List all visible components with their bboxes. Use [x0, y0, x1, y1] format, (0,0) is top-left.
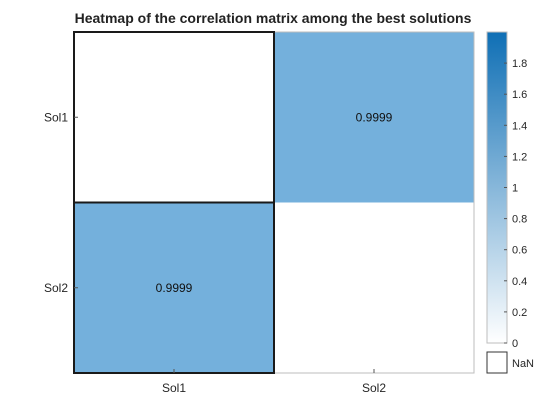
colorbar-tick-label-7: 1.2 [512, 151, 527, 163]
colorbar-tick-label-2: 0.2 [512, 307, 527, 319]
colorbar-tick-label-9: 1.6 [512, 89, 527, 101]
x-tick-label-1: Sol1 [162, 381, 186, 395]
chart-title: Heatmap of the correlation matrix among … [75, 10, 472, 26]
colorbar-tick-label-3: 0.4 [512, 276, 527, 288]
colorbar-ticks: 0 0.2 0.4 0.6 0.8 1 1.2 1.4 1.6 1.8 [504, 58, 527, 350]
cell-r1-c1 [74, 32, 274, 203]
colorbar-tick-label-6: 1 [512, 183, 518, 195]
nan-legend-label: NaN [512, 358, 534, 370]
colorbar-tick-label-4: 0.6 [512, 245, 527, 257]
colorbar-tick-label-1: 0 [512, 338, 518, 350]
x-tick-label-2: Sol2 [362, 381, 386, 395]
x-axis-ticks: Sol1 Sol2 [162, 369, 386, 395]
cell-r2-c2 [274, 202, 474, 373]
cell-r2-c1 [74, 202, 274, 373]
y-tick-label-1: Sol1 [44, 110, 68, 124]
colorbar-tick-label-5: 0.8 [512, 214, 527, 226]
cell-label-r1-c2: 0.9999 [356, 110, 393, 124]
y-axis-ticks: Sol1 Sol2 [44, 110, 78, 295]
colorbar-tick-label-10: 1.8 [512, 58, 527, 70]
colorbar-tick-label-8: 1.4 [512, 120, 527, 132]
heatmap-cells [74, 32, 474, 373]
colorbar: 0 0.2 0.4 0.6 0.8 1 1.2 1.4 1.6 1.8 [486, 31, 527, 350]
cell-r1-c2 [274, 32, 474, 203]
y-tick-label-2: Sol2 [44, 281, 68, 295]
cell-label-r2-c1: 0.9999 [156, 281, 193, 295]
nan-legend-swatch [486, 351, 508, 374]
heatmap-cell-labels: 0.9999 0.9999 [156, 110, 393, 295]
